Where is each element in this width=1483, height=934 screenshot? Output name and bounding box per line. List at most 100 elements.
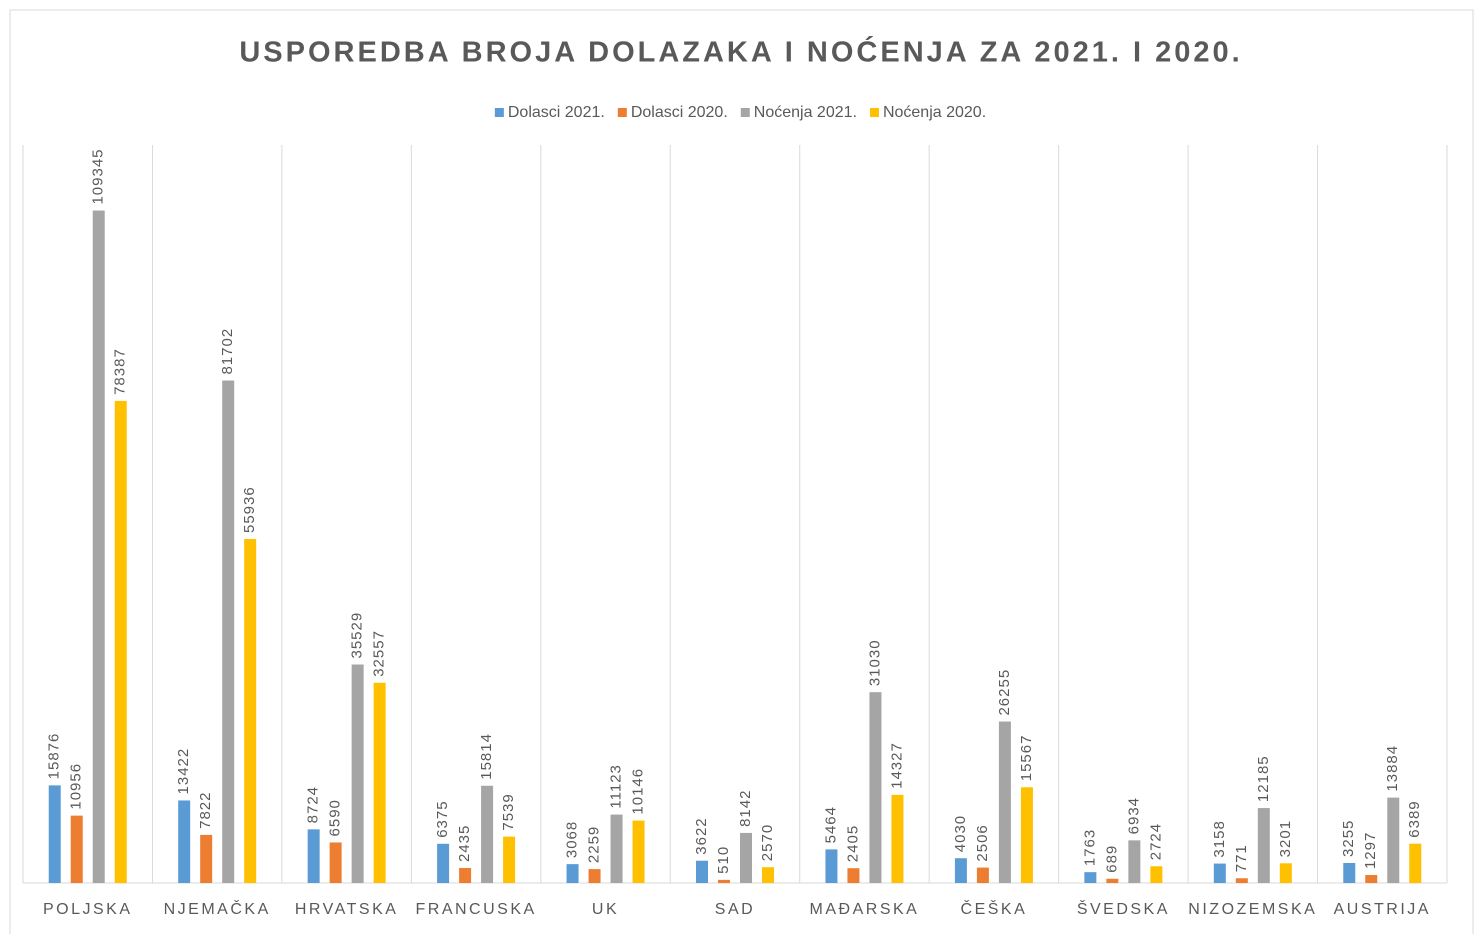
data-label: 8724 <box>305 786 322 823</box>
data-label: 78387 <box>112 348 129 395</box>
bar <box>1279 863 1292 883</box>
bar <box>1106 878 1119 883</box>
bar <box>740 832 752 883</box>
x-tick-label: AUSTRIJA <box>1334 901 1431 918</box>
data-label: 35529 <box>349 612 366 659</box>
data-label: 13884 <box>1384 745 1401 792</box>
bar <box>588 869 601 883</box>
bar <box>114 400 127 883</box>
x-tick-label: HRVATSKA <box>295 901 399 918</box>
bar <box>1213 863 1226 883</box>
data-label: 7539 <box>500 793 517 830</box>
data-label: 6389 <box>1406 800 1423 837</box>
data-label: 10956 <box>68 763 85 810</box>
data-label: 771 <box>1233 844 1250 872</box>
data-label: 15567 <box>1018 735 1035 782</box>
data-label: 31030 <box>866 639 883 686</box>
x-tick-label: UK <box>592 901 619 918</box>
bar <box>481 785 494 883</box>
bar <box>1257 808 1270 883</box>
data-label: 15814 <box>478 733 495 780</box>
data-label: 26255 <box>996 669 1013 716</box>
bar <box>891 794 904 883</box>
bar <box>48 785 61 883</box>
data-label: 689 <box>1103 845 1120 873</box>
bar <box>503 836 516 883</box>
bar <box>70 815 83 883</box>
data-label: 1297 <box>1362 832 1379 869</box>
data-label: 2724 <box>1147 823 1164 860</box>
data-label: 12185 <box>1255 755 1272 802</box>
bar <box>610 814 623 883</box>
data-label: 4030 <box>952 815 969 852</box>
bar <box>762 867 774 883</box>
bar <box>1387 797 1400 883</box>
data-label: 11123 <box>608 764 625 809</box>
bar <box>632 820 645 883</box>
bar <box>869 692 882 883</box>
x-tick-label: ČEŠKA <box>961 899 1028 918</box>
bar <box>998 721 1011 883</box>
x-tick-label: MAĐARSKA <box>810 901 920 918</box>
data-label: 32557 <box>371 630 388 677</box>
bar <box>437 843 450 883</box>
bar <box>92 210 105 883</box>
bar <box>1128 840 1141 883</box>
chart-title: USPOREDBA BROJA DOLAZAKA I NOĆENJA ZA 20… <box>239 35 1242 69</box>
bar <box>696 860 708 883</box>
data-label: 8142 <box>737 790 754 827</box>
bar <box>1343 862 1356 883</box>
bar <box>954 858 967 883</box>
data-label: 2435 <box>456 825 473 862</box>
bar <box>1084 872 1097 883</box>
data-label: 3158 <box>1211 820 1228 857</box>
bar <box>847 868 860 883</box>
bar <box>976 867 989 883</box>
legend-label: Dolasci 2021. <box>508 104 605 121</box>
bar <box>566 864 579 883</box>
data-label: 13422 <box>175 748 192 795</box>
data-label: 5464 <box>822 806 839 843</box>
legend-label: Noćenja 2021. <box>754 104 857 121</box>
data-label: 2405 <box>844 825 861 862</box>
data-label: 6934 <box>1125 797 1142 834</box>
bar <box>459 868 472 883</box>
data-label: 2570 <box>759 824 776 861</box>
x-tick-label: NIZOZEMSKA <box>1188 901 1317 918</box>
bar <box>1409 843 1422 883</box>
legend-swatch <box>869 108 879 117</box>
legend-label: Dolasci 2020. <box>631 104 728 121</box>
x-tick-label: NJEMAČKA <box>164 899 271 918</box>
data-label: 109345 <box>90 148 107 204</box>
bar <box>200 834 213 883</box>
x-tick-label: SAD <box>715 901 755 918</box>
legend-label: Noćenja 2020. <box>883 104 986 121</box>
bar <box>1365 875 1378 883</box>
bar <box>1020 787 1033 883</box>
bar <box>244 538 257 883</box>
legend-swatch <box>494 108 504 117</box>
bar <box>1235 878 1248 883</box>
data-label: 7822 <box>197 792 214 829</box>
data-label: 55936 <box>241 486 258 533</box>
legend-swatch <box>740 108 750 117</box>
data-label: 2259 <box>586 826 603 863</box>
bar <box>1150 866 1163 883</box>
bar <box>718 879 730 883</box>
data-label: 10146 <box>630 768 647 815</box>
data-label: 3255 <box>1340 820 1357 857</box>
legend-swatch <box>617 108 627 117</box>
data-label: 14327 <box>888 742 905 789</box>
bar <box>329 842 342 883</box>
bar <box>351 664 364 883</box>
bar <box>222 380 235 883</box>
x-tick-label: POLJSKA <box>43 901 133 918</box>
data-label: 15876 <box>46 733 63 780</box>
data-label: 2506 <box>974 824 991 861</box>
bar <box>373 682 386 883</box>
bar <box>178 800 191 883</box>
data-label: 6590 <box>327 799 344 836</box>
data-label: 3622 <box>693 817 710 854</box>
x-tick-label: FRANCUSKA <box>415 901 536 918</box>
